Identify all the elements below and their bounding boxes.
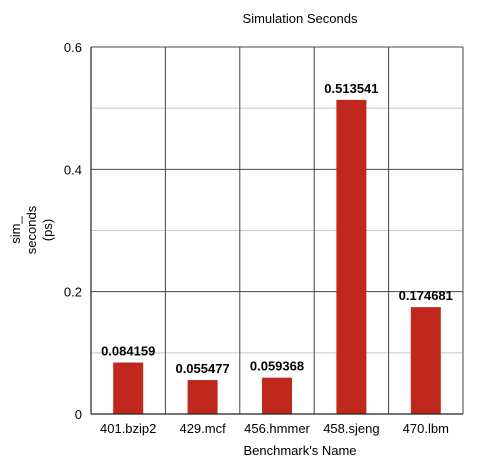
value-label: 0.174681 — [399, 288, 453, 303]
y-axis-label-line-1: sim_ — [8, 216, 23, 244]
bar — [262, 377, 292, 414]
bar — [187, 380, 218, 414]
x-tick-label: 456.hmmer — [244, 421, 310, 436]
value-label: 0.059368 — [250, 359, 304, 374]
grid-layer — [90, 46, 464, 414]
x-tick-labels: 401.bzip2 429.mcf 456.hmmer 458.sjeng 470.lb… — [100, 421, 449, 436]
y-tick-label: 0.2 — [64, 285, 82, 300]
bars-layer — [113, 99, 441, 414]
x-tick-label: 458.sjeng — [323, 421, 379, 436]
value-label: 0.084159 — [101, 344, 155, 359]
value-label: 0.513541 — [324, 81, 378, 96]
x-tick-label: 470.lbm — [403, 421, 449, 436]
x-tick-label: 401.bzip2 — [100, 421, 156, 436]
y-axis-label-line-3: (ps) — [40, 219, 55, 241]
x-tick-label: 429.mcf — [179, 421, 226, 436]
chart-title: Simulation Seconds — [243, 11, 358, 26]
y-tick-label: 0 — [75, 407, 82, 422]
x-axis-label: Benchmark's Name — [243, 443, 356, 458]
bar — [410, 307, 441, 414]
value-labels-layer: 0.084159 0.055477 0.059368 0.513541 0.174681 — [101, 81, 453, 376]
y-tick-labels: 0 0.2 0.4 0.6 — [64, 40, 82, 422]
y-axis-label: sim_ seconds (ps) — [8, 205, 55, 254]
value-label: 0.055477 — [175, 361, 229, 376]
y-axis-label-line-2: seconds — [24, 205, 39, 254]
axes-layer — [90, 47, 463, 415]
bar — [113, 362, 144, 414]
y-tick-label: 0.4 — [64, 162, 82, 177]
bar — [336, 99, 367, 414]
y-tick-label: 0.6 — [64, 40, 82, 55]
